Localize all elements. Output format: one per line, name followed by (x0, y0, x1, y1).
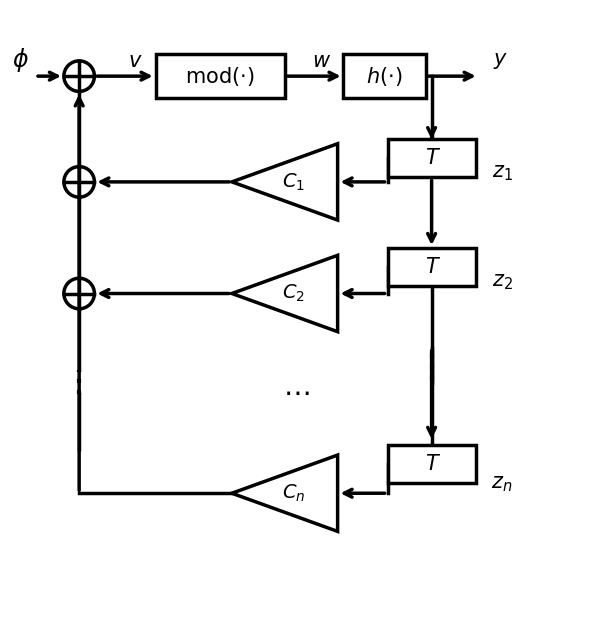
Text: $v$: $v$ (127, 51, 142, 72)
Text: $z_n$: $z_n$ (492, 474, 513, 495)
Bar (388, 139, 476, 178)
Bar (155, 54, 285, 98)
Text: T: T (425, 148, 438, 169)
Text: $\mathrm{mod}(\cdot)$: $\mathrm{mod}(\cdot)$ (186, 65, 255, 87)
Text: $y$: $y$ (493, 51, 508, 72)
Text: $\phi$: $\phi$ (12, 46, 29, 74)
Text: $z_2$: $z_2$ (492, 272, 512, 292)
Text: $z_1$: $z_1$ (492, 163, 512, 183)
Text: $C_1$: $C_1$ (282, 171, 305, 193)
Bar (343, 54, 426, 98)
Text: T: T (425, 454, 438, 474)
Bar (388, 248, 476, 286)
Text: T: T (425, 257, 438, 277)
Text: $\cdots$: $\cdots$ (283, 379, 310, 408)
Text: $C_2$: $C_2$ (282, 283, 305, 304)
Text: $h(\cdot)$: $h(\cdot)$ (366, 65, 403, 87)
Bar (388, 445, 476, 483)
Text: $w$: $w$ (312, 51, 331, 72)
Text: $C_n$: $C_n$ (282, 482, 305, 504)
